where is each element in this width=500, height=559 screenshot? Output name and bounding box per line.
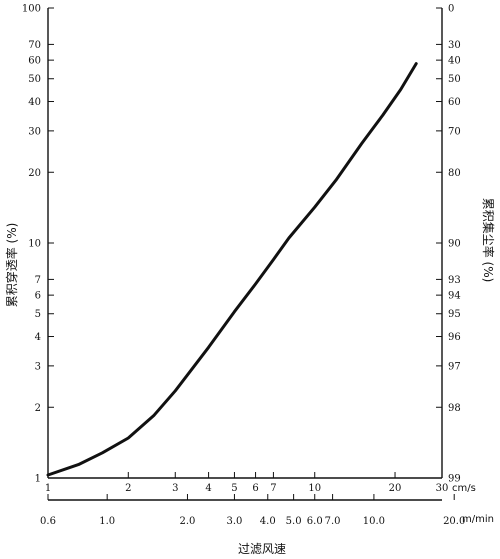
left-tick-label: 10 [28,239,41,250]
right-tick-label: 94 [448,291,461,302]
top-x-tick-label: 10 [308,483,321,494]
right-tick-label: 96 [448,332,461,343]
top-x-tick-label: 7 [270,483,276,494]
left-tick-label: 1 [35,474,41,485]
top-x-tick-label: 2 [125,483,131,494]
right-tick-label: 95 [448,309,461,320]
top-x-tick-label: 5 [231,483,237,494]
left-tick-label: 5 [35,309,41,320]
left-tick-label: 50 [28,74,41,85]
right-tick-label: 50 [448,74,461,85]
right-tick-label: 99 [448,474,461,485]
bottom-x-tick-label: 6.0 [307,516,323,527]
top-x-axis-unit: cm/s [452,483,476,494]
right-tick-label: 90 [448,239,461,250]
right-tick-label: 60 [448,97,461,108]
left-tick-label: 3 [35,361,41,372]
right-tick-label: 98 [448,403,461,414]
bottom-x-tick-label: 0.6 [40,516,56,527]
bottom-x-tick-label: 5.0 [286,516,302,527]
left-tick-label: 4 [35,332,41,343]
left-tick-label: 6 [35,291,41,302]
top-x-tick-label: 1 [45,483,51,494]
left-tick-label: 60 [28,56,41,67]
bottom-x-tick-label: 1.0 [99,516,115,527]
bottom-x-tick-label: 2.0 [180,516,196,527]
plot-frame [47,8,443,501]
top-x-tick-label: 30 [436,483,449,494]
right-tick-label: 40 [448,56,461,67]
left-axis-label: 累积穿透率 (%) [4,223,19,308]
top-x-tick-label: 6 [252,483,258,494]
bottom-x-tick-label: 20.0 [443,516,465,527]
left-tick-label: 70 [28,40,41,51]
right-axis-label: 累积集尘率 (%) [481,198,496,283]
bottom-x-axis-unit: m/min [462,514,494,525]
right-axis-ticks: 0 30 40 50 60 70 80 90 93 94 95 96 97 98 99 [436,4,461,485]
top-x-tick-label: 4 [205,483,211,494]
right-tick-label: 70 [448,126,461,137]
right-tick-label: 30 [448,40,461,51]
series-layer [46,62,418,477]
bottom-x-tick-label: 10.0 [363,516,385,527]
right-tick-label: 97 [448,361,461,372]
left-tick-label: 2 [35,403,41,414]
right-tick-label: 93 [448,275,461,286]
left-tick-label: 7 [35,275,41,286]
right-tick-label: 0 [448,4,454,15]
series-line [46,62,418,477]
left-tick-label: 20 [28,168,41,179]
bottom-x-tick-label: 4.0 [260,516,276,527]
left-tick-label: 30 [28,126,41,137]
left-tick-label: 100 [22,4,41,15]
bottom-x-axis-ticks: 0.6 1.0 2.0 3.0 4.0 5.0 6.0 7.0 10.0 20.0 [40,494,465,527]
left-axis-ticks: 1 2 3 4 5 6 7 10 20 30 40 50 60 70 100 [22,4,54,485]
right-tick-label: 80 [448,168,461,179]
top-x-tick-label: 20 [389,483,402,494]
bottom-x-tick-label: 7.0 [325,516,341,527]
top-x-tick-label: 3 [172,483,178,494]
bottom-x-axis-label: 过滤风速 [238,542,286,556]
top-x-axis-ticks: 1 2 3 4 5 6 7 10 20 30 [45,472,449,494]
left-tick-label: 40 [28,97,41,108]
bottom-x-tick-label: 3.0 [226,516,242,527]
